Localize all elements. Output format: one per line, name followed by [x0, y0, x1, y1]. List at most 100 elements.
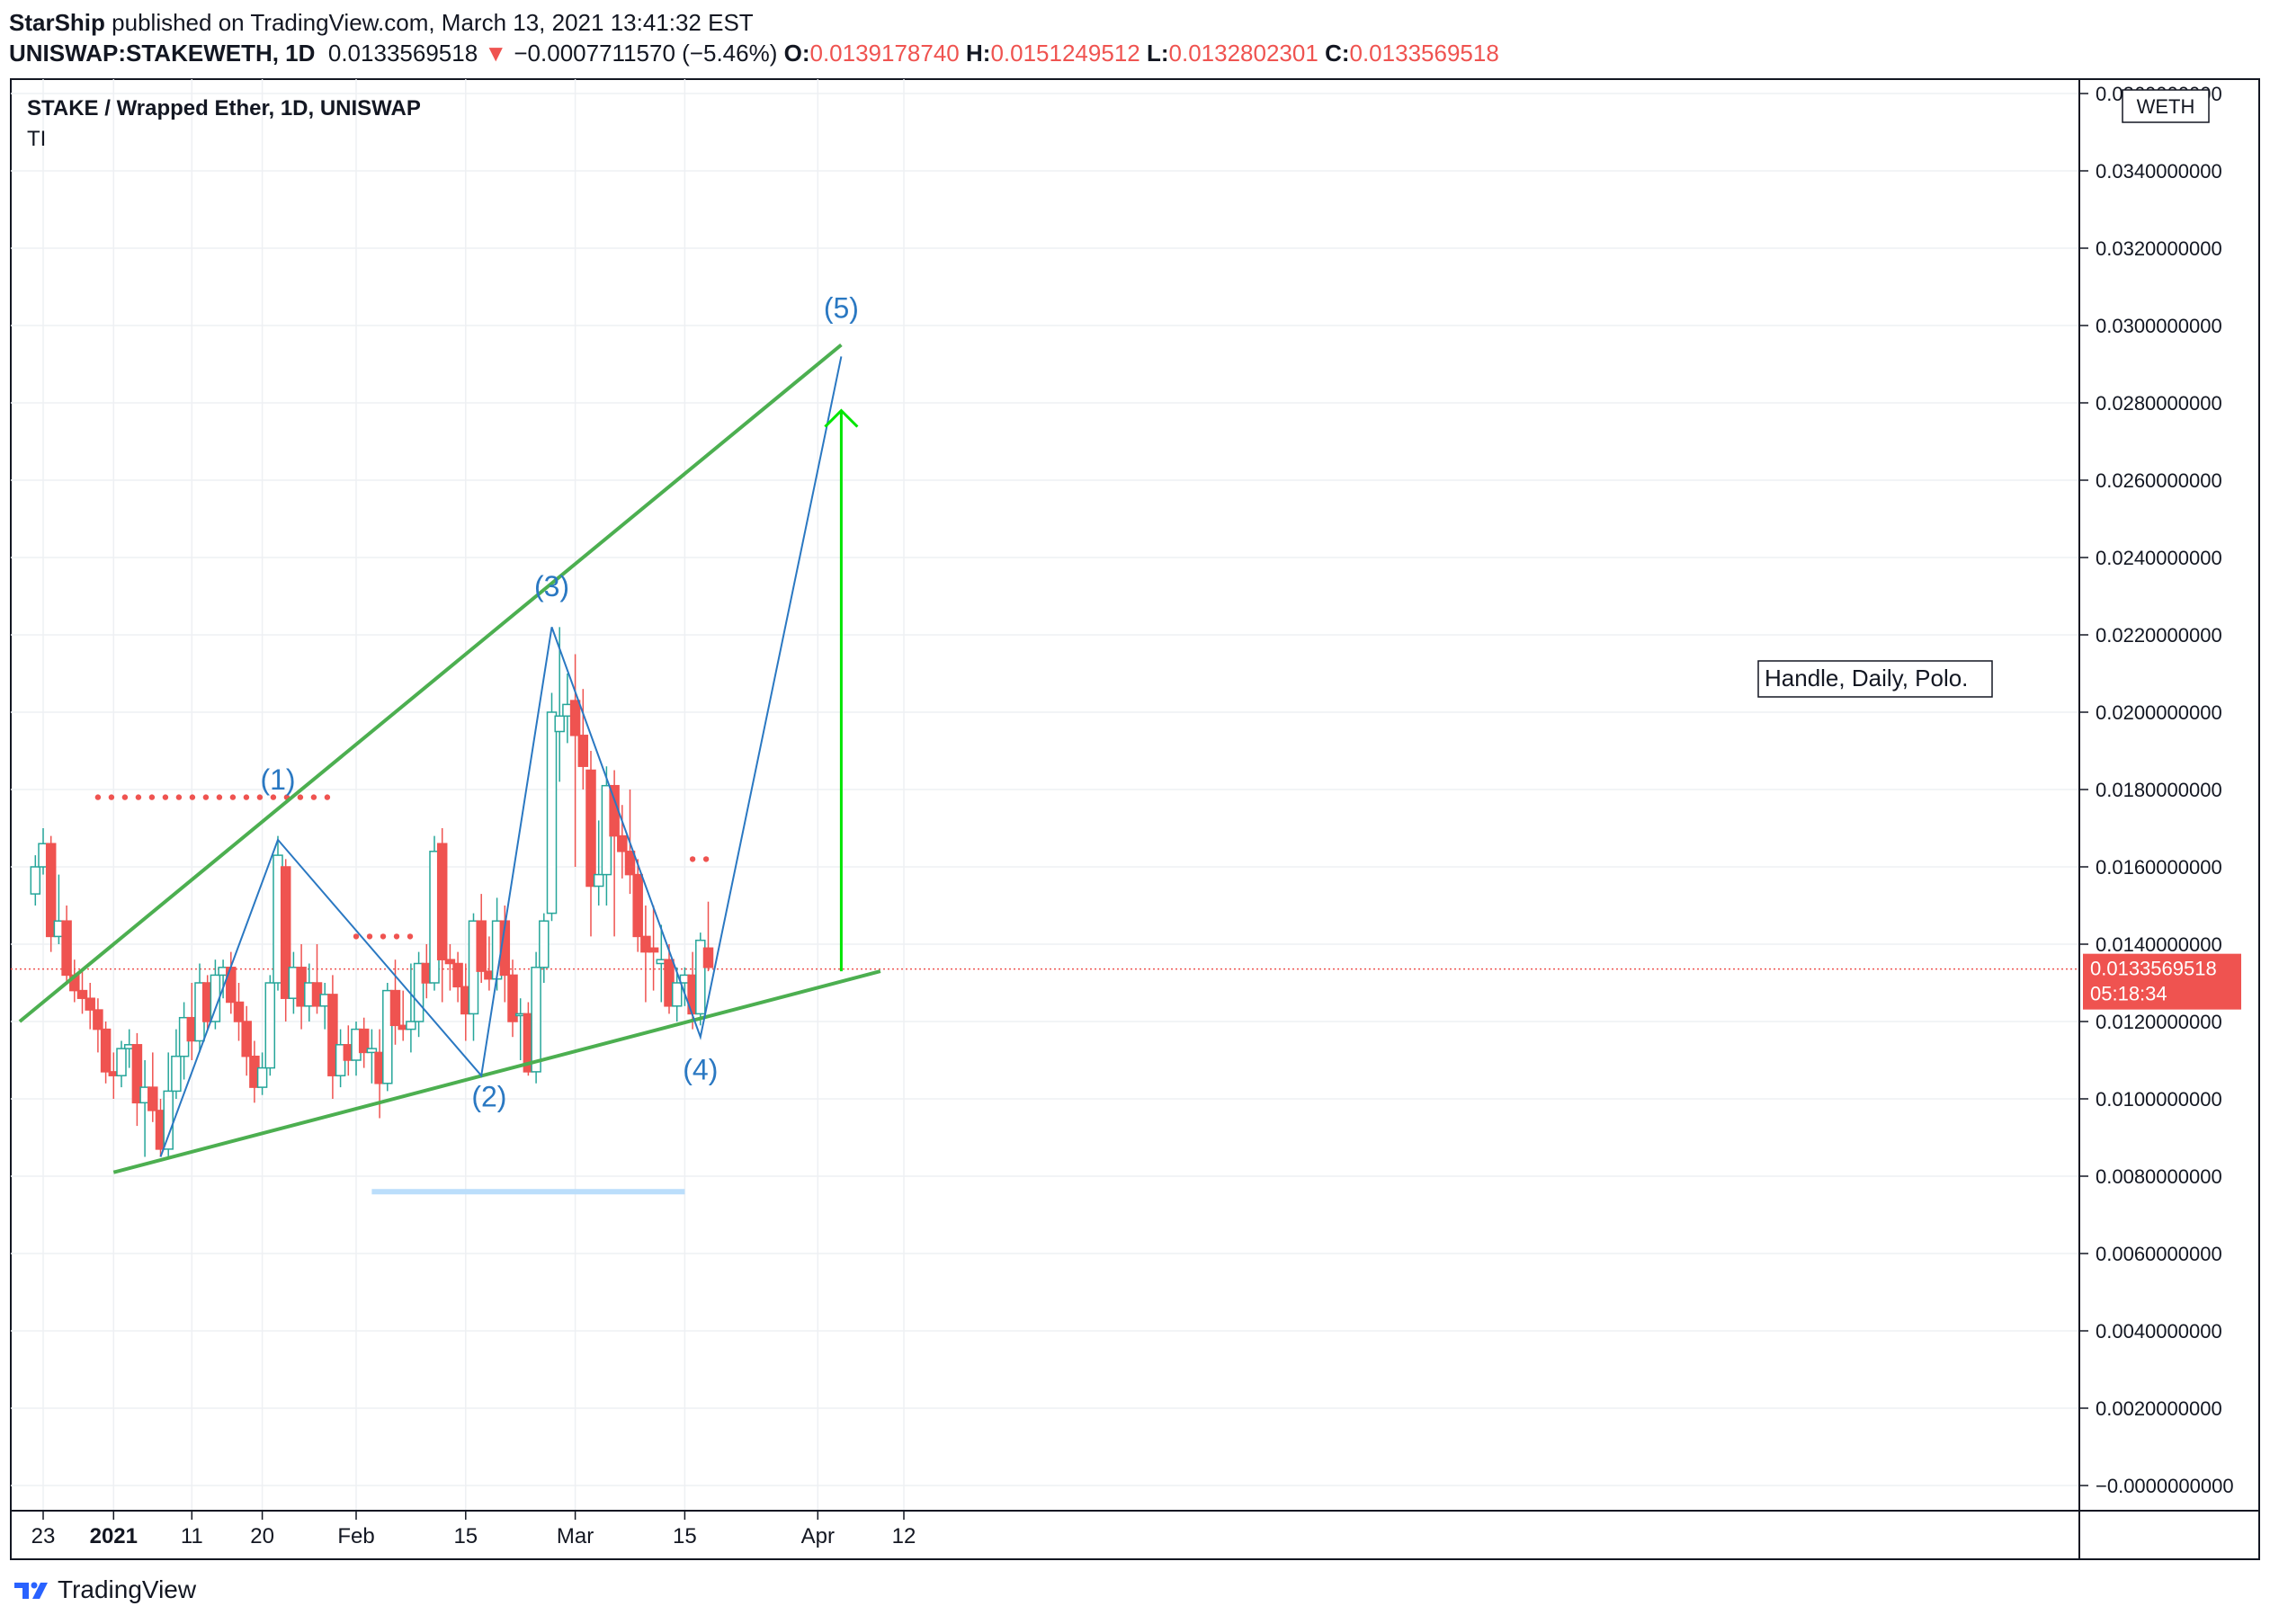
resistance-dot	[689, 856, 696, 862]
resistance-dot	[162, 794, 169, 800]
y-tick-label: 0.0240000000	[2096, 547, 2222, 569]
note-box[interactable]	[1757, 660, 1993, 698]
resistance-dot	[189, 794, 196, 800]
footer: TradingView	[13, 1575, 196, 1604]
candle-body	[444, 959, 456, 965]
x-tick-label: Feb	[337, 1524, 374, 1548]
resistance-dot	[229, 794, 237, 800]
brand-name[interactable]: TradingView	[58, 1575, 197, 1603]
y-tick-label: 0.0060000000	[2096, 1243, 2222, 1265]
candle-body	[85, 997, 95, 1011]
close-label: C:	[1325, 40, 1350, 67]
high-label: H:	[966, 40, 991, 67]
dotted-resistance	[94, 794, 710, 940]
resistance-dot	[148, 794, 156, 800]
y-tick-label: 0.0220000000	[2096, 624, 2222, 647]
resistance-dot	[108, 794, 115, 800]
legend-title: STAKE / Wrapped Ether, 1D, UNISWAP	[27, 96, 421, 120]
x-tick-label: 15	[453, 1524, 478, 1548]
candle-body	[45, 843, 57, 938]
open-label: O:	[783, 40, 810, 67]
candle-body	[131, 1044, 143, 1104]
resistance-dot	[297, 794, 304, 800]
wave-labels: (1) (2) (3) (4) (5)	[260, 291, 859, 1112]
resistance-dot	[175, 794, 183, 800]
resistance-dot	[380, 933, 387, 940]
resistance-dot	[366, 933, 373, 940]
candle-body	[436, 843, 448, 960]
grid	[11, 79, 2079, 1511]
candle-body	[406, 1021, 416, 1031]
chart-frame	[10, 78, 2260, 1560]
currency-label: WETH	[2137, 95, 2195, 118]
y-tick-label: 0.0280000000	[2096, 392, 2222, 415]
candle-body	[116, 1048, 127, 1076]
candle-body	[507, 974, 518, 1022]
x-tick-label: Mar	[557, 1524, 594, 1548]
candle-body	[163, 1090, 174, 1150]
price-tag-value: 0.0133569518	[2090, 958, 2217, 980]
open-value: 0.0139178740	[809, 40, 960, 67]
wave-label: (3)	[534, 570, 569, 602]
candle-body	[702, 947, 714, 968]
y-tick-label: 0.0300000000	[2096, 315, 2222, 337]
current-price-tag: 0.0133569518 05:18:34	[2083, 953, 2241, 1010]
wave-label: (5)	[824, 291, 859, 324]
price-tag-box	[2083, 953, 2241, 1010]
candle-body	[648, 947, 659, 953]
candle-body	[280, 866, 291, 999]
author-name[interactable]: StarShip	[9, 9, 105, 36]
y-tick-label: 0.0020000000	[2096, 1397, 2222, 1420]
candle-body	[695, 939, 706, 1015]
candle-body	[569, 700, 581, 736]
wave-path[interactable]	[159, 356, 843, 1157]
last-price: 0.0133569518	[327, 40, 478, 67]
y-tick-label: 0.0260000000	[2096, 469, 2222, 492]
candle-body	[100, 1028, 112, 1073]
resistance-dot	[393, 933, 400, 940]
y-tick-label: 0.0180000000	[2096, 779, 2222, 801]
y-tick-label: 0.0120000000	[2096, 1011, 2222, 1033]
x-tick-label: 23	[31, 1524, 56, 1548]
resistance-dot	[94, 794, 102, 800]
time-axis[interactable]: 23 2021 11 20 Feb 15 Mar 15 Apr 12	[31, 1511, 916, 1548]
high-value: 0.0151249512	[990, 40, 1140, 67]
y-tick-label: 0.0340000000	[2096, 160, 2222, 183]
candle-body	[171, 1055, 182, 1093]
wave-polyline	[159, 356, 843, 1157]
resistance-dot	[270, 794, 277, 800]
lower-trend-line	[112, 969, 881, 1174]
y-tick-label: 0.0100000000	[2096, 1088, 2222, 1111]
candle-body	[585, 769, 596, 888]
target-arrow[interactable]	[824, 408, 859, 972]
publish-info: published on TradingView.com, March 13, …	[112, 9, 754, 36]
candle-body	[233, 1001, 245, 1022]
candle-body	[30, 866, 41, 895]
candle-body	[546, 711, 558, 915]
candle-body	[452, 962, 463, 988]
tradingview-logo-icon	[14, 1582, 48, 1599]
note-text: Handle, Daily, Polo.	[1765, 665, 1968, 692]
candle-body	[61, 920, 72, 977]
trendlines[interactable]	[18, 343, 881, 1174]
candle-body	[76, 989, 88, 999]
candle-body	[577, 735, 589, 767]
candle-body	[476, 920, 487, 972]
candle-body	[264, 982, 276, 1069]
wave-label: (1)	[260, 763, 295, 796]
resistance-dot	[121, 794, 129, 800]
resistance-dot	[353, 933, 360, 940]
x-tick-label: 12	[892, 1524, 916, 1548]
ticker-line: UNISWAP:STAKEWETH, 1D 0.0133569518 ▼ −0.…	[9, 38, 1499, 68]
y-tick-label: 0.0160000000	[2096, 856, 2222, 879]
x-tick-label: 11	[181, 1524, 203, 1548]
candle-body	[632, 873, 643, 938]
candle-body	[366, 1048, 378, 1054]
resistance-dot	[702, 856, 710, 862]
price-axis[interactable]: 0.03600000000.03400000000.03200000000.03…	[2079, 83, 2234, 1497]
y-tick-label: 0.0140000000	[2096, 933, 2222, 956]
candle-body	[539, 920, 550, 968]
price-change: −0.0007711570 (−5.46%)	[514, 40, 778, 67]
down-arrow-icon: ▼	[484, 40, 508, 67]
